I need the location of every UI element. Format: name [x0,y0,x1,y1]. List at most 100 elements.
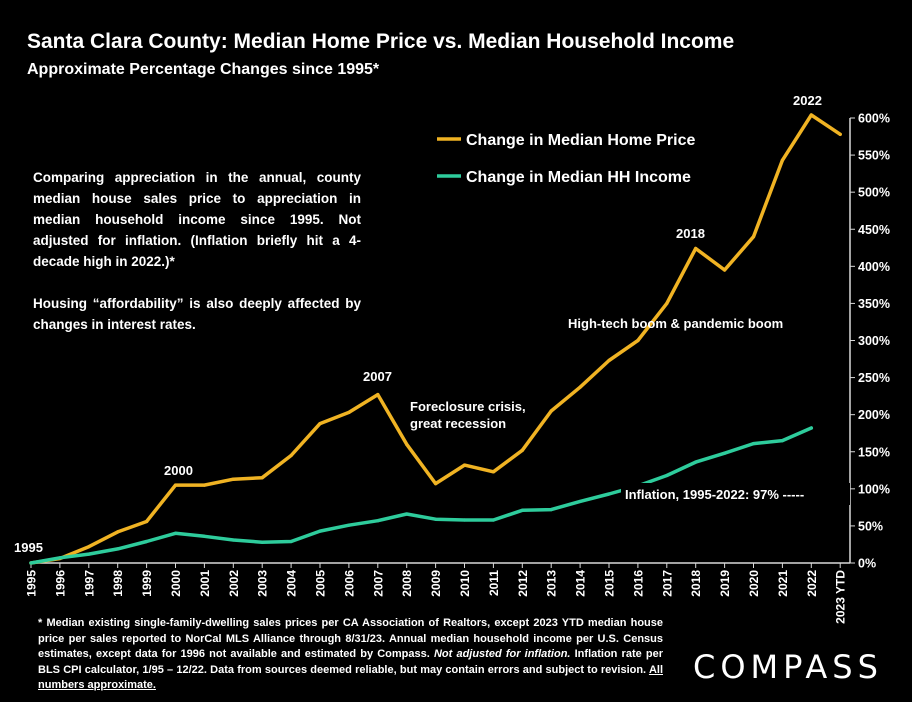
household-income-point [29,561,33,565]
home-price-point [723,268,727,272]
x-tick-label: 2004 [285,570,299,597]
x-tick-label: 2015 [603,570,617,597]
x-tick-label: 2003 [256,570,270,597]
household-income-point [520,508,524,512]
home-price-point [491,470,495,474]
home-price-point [751,235,756,239]
x-tick-label: 2014 [574,570,588,597]
annotation-2000: 2000 [164,463,193,478]
home-price-point [260,476,264,480]
y-tick-label: 600% [858,112,890,126]
annotations: 1995 2000 2007 2018 2022 Foreclosure cri… [14,93,850,555]
household-income-point [347,523,351,527]
x-tick-label: 2023 YTD [834,570,848,624]
home-price-point [636,338,640,343]
household-income-point [780,439,785,443]
household-income-point [231,538,235,542]
home-price-point [809,113,813,117]
household-income-point [202,534,206,538]
x-tick-label: 2021 [776,570,790,597]
annotation-foreclosure-line1: Foreclosure crisis, [410,399,526,414]
legend: Change in Median Home Price Change in Me… [437,132,695,186]
household-income-point [318,529,322,533]
home-price-point [231,477,235,481]
x-tick-label: 2005 [314,570,328,597]
x-tick-label: 2012 [516,570,530,597]
x-tick-label: 2007 [371,570,385,597]
household-income-point [665,473,669,478]
footnote-sources: * Median existing single-family-dwelling… [38,617,663,661]
x-tick-label: 2020 [747,570,761,597]
home-price-point [347,410,351,415]
y-tick-label: 0% [858,557,876,571]
household-income-point [549,508,553,512]
annotation-foreclosure-line2: great recession [410,416,506,431]
explanatory-note: Comparing appreciation in the annual, co… [33,167,361,335]
home-price-point [405,442,409,446]
note-paragraph-2: Housing “affordability” is also deeply a… [33,296,361,332]
legend-home-price-label: Change in Median Home Price [466,132,695,149]
home-price-point [780,158,785,162]
annotation-1995: 1995 [14,540,43,555]
x-tick-label: 2010 [458,570,472,597]
household-income-point [578,499,582,504]
y-tick-label: 400% [858,260,890,274]
household-income-point [289,539,293,544]
home-price-point [694,246,698,251]
annotation-2018: 2018 [676,226,705,241]
annotation-2022: 2022 [793,93,822,108]
y-tick-label: 550% [858,149,890,163]
footnote-approximate: All numbers approximate. [38,663,663,692]
x-tick-label: 2002 [227,570,241,597]
series-lines [29,113,842,565]
x-tick-label: 2006 [342,570,356,597]
household-income-point [87,552,91,556]
home-price-point [838,132,842,136]
x-tick-label: 2017 [660,570,674,597]
household-income-series-line [29,426,814,565]
footnote-inflation-source: Inflation rate per BLS CPI calculator, 1… [38,648,663,676]
annotation-2007: 2007 [363,369,392,384]
annotation-boom: High-tech boom & pandemic boom [568,316,783,331]
household-income-point [260,540,264,544]
household-income-point [694,460,698,464]
home-price-point [434,482,438,486]
household-income-point [462,518,467,522]
x-tick-label: 1998 [111,570,125,597]
y-tick-label: 100% [858,482,890,496]
household-income-point [491,518,495,522]
chart-title: Santa Clara County: Median Home Price vs… [27,30,735,53]
x-tick-label: 2001 [198,570,212,597]
household-income-point [751,441,756,446]
inflation-label-background [621,483,850,505]
y-tick-label: 450% [858,223,890,237]
home-price-point [462,463,467,467]
household-income-point [434,517,438,521]
household-income-point [145,539,149,544]
household-income-point [809,426,813,430]
y-tick-label: 50% [858,519,883,533]
y-tick-label: 200% [858,408,890,422]
household-income-point [607,492,611,496]
y-tick-label: 500% [858,186,890,200]
home-price-point [289,453,293,458]
home-price-point [578,385,582,389]
home-price-point [665,301,669,306]
x-tick-label: 2011 [487,570,501,596]
y-tick-label: 150% [858,445,890,459]
household-income-point [173,531,178,535]
home-price-point [202,483,206,487]
x-tick-label: 2016 [631,570,645,597]
x-tick-label: 2008 [400,570,414,597]
y-tick-labels: 0% 50% 100% 150% 200% 250% 300% 350% 400% 450% 500… [850,112,890,571]
home-price-point [116,530,120,534]
household-income-point [723,451,727,455]
legend-income-label: Change in Median HH Income [466,169,691,186]
x-tick-label: 2018 [689,570,703,597]
home-price-point [173,483,178,487]
household-income-point [376,519,380,523]
x-tick-label: 2009 [429,570,443,597]
home-price-point [549,409,553,413]
home-price-point [376,393,380,397]
chart-subtitle: Approximate Percentage Changes since 199… [27,61,380,78]
